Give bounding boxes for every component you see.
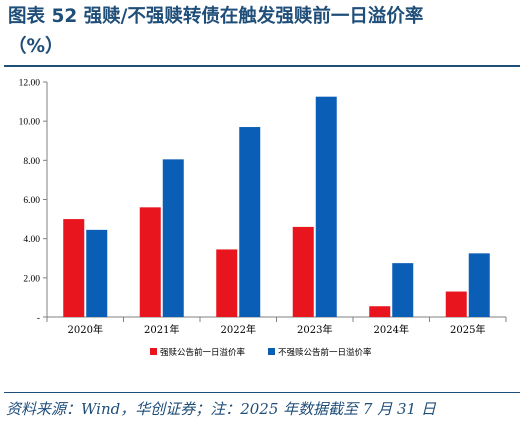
x-tick-label: 2020年 (68, 323, 103, 336)
x-tick-label: 2021年 (144, 323, 179, 336)
source-divider (4, 392, 520, 393)
bar (162, 159, 184, 317)
bar-chart: - 2.00 4.00 6.00 8.00 10.00 12.00 2020年 2021年 202… (19, 79, 507, 358)
figure-title-line1: 图表 52 强赎/不强赎转债在触发强赎前一日溢价率 (8, 6, 424, 27)
x-tick-label: 2024年 (374, 323, 409, 336)
bar (468, 253, 490, 317)
bar (445, 291, 467, 317)
x-tick-label: 2022年 (221, 323, 256, 336)
legend-label: 不强赎公告前一日溢价率 (278, 347, 372, 358)
x-tick-label: 2023年 (297, 323, 332, 336)
bar (216, 249, 238, 317)
figure-title-line2: （%） (8, 36, 64, 57)
bar (239, 127, 261, 318)
y-tick-label: 2.00 (23, 274, 40, 284)
figure-title: 图表 52 强赎/不强赎转债在触发强赎前一日溢价率 （%） (8, 2, 518, 62)
legend-label: 强赎公告前一日溢价率 (160, 347, 246, 358)
bar (315, 96, 337, 317)
y-tick-label: 4.00 (23, 235, 40, 245)
bar (139, 207, 161, 317)
bar (392, 263, 414, 317)
x-tick-label: 2025年 (450, 323, 485, 336)
y-tick-label: 8.00 (23, 157, 40, 167)
bar (292, 226, 314, 317)
legend-swatch (150, 348, 157, 355)
bar (369, 306, 391, 317)
legend-swatch (268, 348, 275, 355)
title-divider (4, 65, 520, 67)
source-note: 资料来源：Wind，华创证券；注：2025 年数据截至 7 月 31 日 (6, 400, 436, 418)
y-tick-label: 6.00 (23, 196, 40, 206)
y-tick-label: 12.00 (19, 79, 41, 89)
bar (63, 219, 85, 317)
bar (86, 229, 108, 317)
y-tick-label: 10.00 (19, 118, 41, 128)
y-tick-label: - (37, 314, 40, 324)
